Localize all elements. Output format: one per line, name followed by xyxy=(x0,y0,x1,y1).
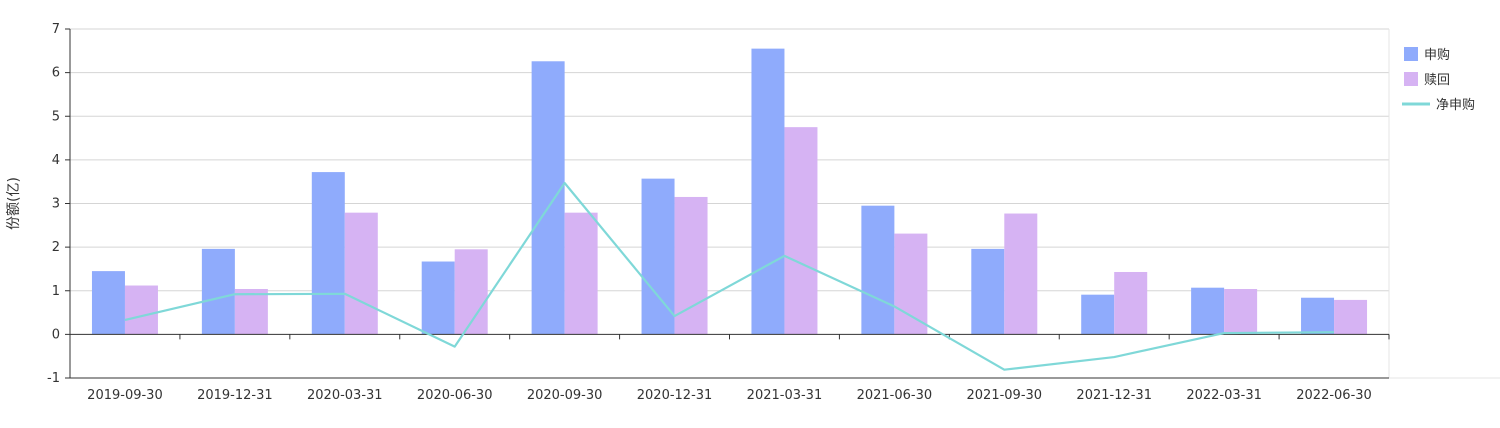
redeem-bar[interactable] xyxy=(894,233,928,335)
subscribe-bar[interactable] xyxy=(751,48,785,335)
redeem-bar[interactable] xyxy=(564,212,598,335)
legend-label: 净申购 xyxy=(1436,97,1475,113)
x-tick-label: 2020-12-31 xyxy=(637,388,713,403)
subscribe-bar[interactable] xyxy=(971,248,1005,335)
x-tick-label: 2020-09-30 xyxy=(527,388,603,403)
legend-item[interactable]: 赎回 xyxy=(1404,72,1450,88)
redeem-bar[interactable] xyxy=(1334,299,1368,335)
redeem-bar[interactable] xyxy=(1114,271,1148,335)
net-line-layer xyxy=(124,181,1335,371)
subscribe-bar[interactable] xyxy=(1081,294,1115,335)
redeem-bar[interactable] xyxy=(674,196,708,335)
legend-label: 赎回 xyxy=(1424,73,1450,88)
redeem-bar[interactable] xyxy=(234,289,268,335)
redeem-bar[interactable] xyxy=(344,212,378,335)
grid-lines xyxy=(70,28,1500,379)
net-subscription-line[interactable] xyxy=(124,181,1335,371)
subscribe-bar[interactable] xyxy=(201,248,235,335)
legend-swatch xyxy=(1404,47,1418,61)
y-axis-label: 份额(亿) xyxy=(6,177,22,230)
bars xyxy=(91,48,1368,335)
y-tick-label: 7 xyxy=(52,22,60,37)
x-tick-label: 2021-12-31 xyxy=(1076,388,1152,403)
subscribe-bar[interactable] xyxy=(91,271,125,335)
x-tick-label: 2022-06-30 xyxy=(1296,388,1372,403)
y-tick-label: 5 xyxy=(52,109,60,124)
subscribe-bar[interactable] xyxy=(1301,297,1335,335)
y-tick-label: 0 xyxy=(52,327,60,342)
y-tick-label: 6 xyxy=(52,66,60,81)
y-tick-label: 2 xyxy=(52,240,60,255)
subscribe-bar[interactable] xyxy=(531,61,565,335)
x-tick-label: 2020-06-30 xyxy=(417,388,493,403)
x-tick-label: 2019-09-30 xyxy=(87,388,163,403)
x-tick-label: 2021-09-30 xyxy=(967,388,1043,403)
redeem-bar[interactable] xyxy=(1004,213,1038,335)
redeem-bar[interactable] xyxy=(1224,289,1258,335)
y-tick-label: 4 xyxy=(52,153,60,168)
x-tick-label: 2021-06-30 xyxy=(857,388,933,403)
legend-item[interactable]: 申购 xyxy=(1404,47,1450,63)
legend-label: 申购 xyxy=(1424,47,1450,63)
x-tick-label: 2019-12-31 xyxy=(197,388,273,403)
redeem-bar[interactable] xyxy=(784,127,818,335)
axes: -1 0 1 2 3 4 5 6 7 2019-09-30 2019-12-31 2020-03-31… xyxy=(47,22,1390,403)
subscribe-bar[interactable] xyxy=(1191,287,1225,335)
x-tick-label: 2020-03-31 xyxy=(307,388,383,403)
y-tick-label: 3 xyxy=(52,197,60,212)
subscribe-bar[interactable] xyxy=(421,261,455,335)
legend-swatch xyxy=(1404,72,1418,86)
x-tick-label: 2022-03-31 xyxy=(1186,388,1262,403)
legend-item[interactable]: 净申购 xyxy=(1402,97,1475,113)
subscribe-bar[interactable] xyxy=(311,172,345,335)
y-tick-label: 1 xyxy=(52,284,60,299)
x-tick-label: 2021-03-31 xyxy=(747,388,823,403)
subscribe-bar[interactable] xyxy=(861,205,895,335)
redeem-bar[interactable] xyxy=(124,285,158,335)
y-tick-label: -1 xyxy=(47,371,60,386)
